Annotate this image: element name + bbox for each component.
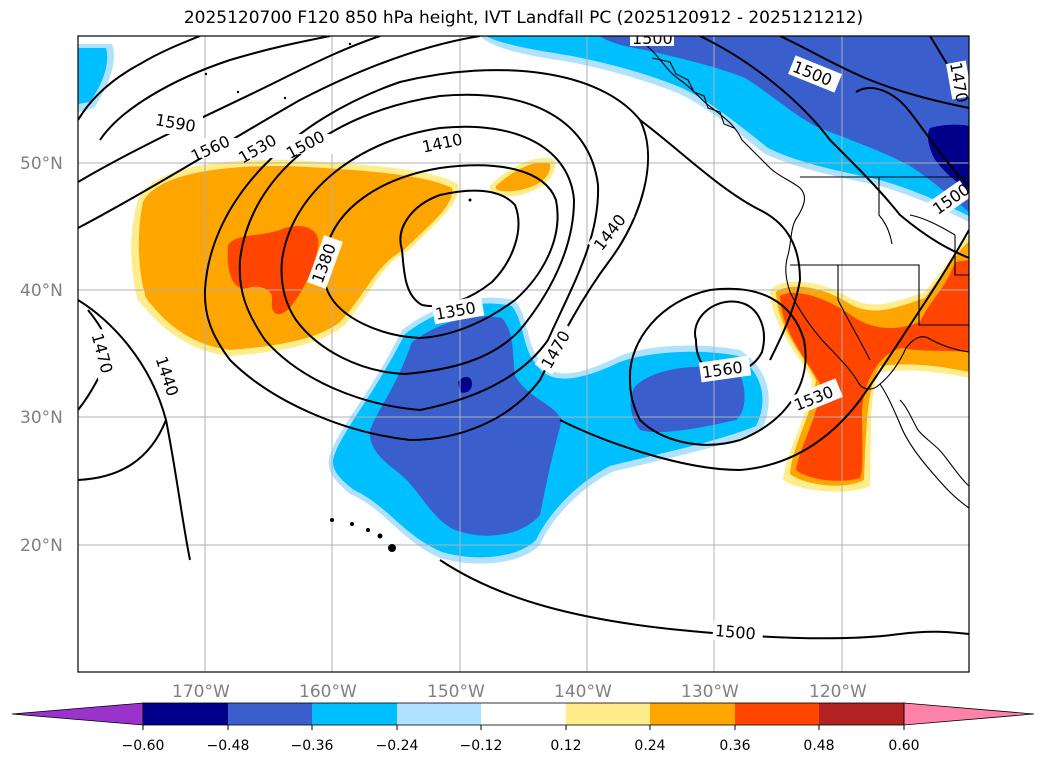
colorbar-segment: [566, 703, 650, 725]
longitude-label: 150°W: [427, 682, 485, 702]
colorbar-tick-label: 0.12: [550, 738, 581, 754]
colorbar-extend-high: [903, 702, 1035, 726]
map-layers: [78, 36, 969, 672]
islands: [204, 42, 472, 552]
colorbar-tick-label: −0.36: [291, 738, 334, 754]
negative-anomaly-central-pacific-extreme: [458, 376, 472, 393]
negative-anomaly-northeast-band-core: [600, 36, 969, 212]
colorbar-segment: [397, 703, 481, 725]
latitude-label: 20°N: [20, 536, 63, 556]
colorbar-tick-label: 0.24: [634, 738, 665, 754]
positive-anomaly-small-patch-core: [495, 162, 551, 192]
latitude-label: 50°N: [20, 154, 63, 174]
colorbar-segment: [481, 703, 566, 725]
contour-label: 1500: [714, 621, 756, 643]
longitude-label: 160°W: [299, 682, 357, 702]
colorbar-extend-low: [11, 702, 144, 726]
colorbar-segment: [735, 703, 819, 725]
latitude-label: 40°N: [20, 281, 63, 301]
colorbar-segment: [312, 703, 397, 725]
negative-anomaly-central-pacific-core: [369, 316, 562, 536]
longitude-label: 120°W: [809, 682, 867, 702]
longitude-label: 140°W: [554, 682, 612, 702]
colorbar-tick-label: −0.24: [376, 738, 419, 754]
negative-anomaly-northwest-mid: [78, 48, 108, 104]
map-title: 2025120700 F120 850 hPa height, IVT Land…: [183, 8, 864, 28]
gridlines: [78, 36, 969, 672]
colorbar-segment: [143, 703, 228, 725]
colorbar-tick-label: −0.12: [460, 738, 503, 754]
map-frame: [77, 35, 970, 673]
longitude-label: 170°W: [172, 682, 230, 702]
colorbar-tick-label: 0.48: [803, 738, 834, 754]
colorbar-segment: [650, 703, 735, 725]
latitude-labels: 50°N 40°N 30°N 20°N: [20, 154, 63, 556]
colorbar-tick-label: −0.48: [207, 738, 250, 754]
coastlines: [639, 39, 969, 509]
positive-anomaly-california-core: [780, 260, 969, 481]
colorbar-tick-label: 0.36: [719, 738, 750, 754]
latitude-label: 30°N: [20, 408, 63, 428]
positive-anomaly-west-pacific-core: [227, 226, 319, 315]
negative-anomaly-east-core: [630, 366, 745, 433]
colorbar: −0.60 −0.48 −0.36 −0.24 −0.12 0.12 0.24 …: [11, 702, 1035, 754]
longitude-labels: 170°W 160°W 150°W 140°W 130°W 120°W: [172, 682, 867, 702]
height-contours: [78, 36, 969, 640]
longitude-label: 130°W: [681, 682, 739, 702]
colorbar-tick-label: 0.60: [888, 738, 919, 754]
colorbar-tick-label: −0.60: [122, 738, 165, 754]
colorbar-segment: [228, 703, 312, 725]
contour-label: 1500: [632, 29, 673, 48]
colorbar-segment: [819, 703, 904, 725]
